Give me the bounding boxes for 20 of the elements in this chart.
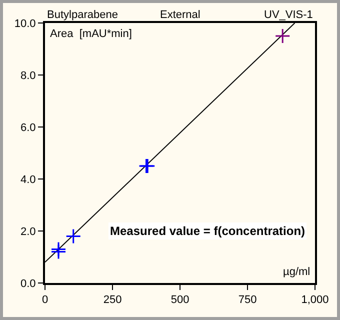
text: UV_VIS-1 [264, 9, 313, 21]
point [50, 241, 66, 257]
y-tick-label: 4.0 [20, 174, 36, 186]
point [274, 28, 290, 44]
x-tick-label: 750 [238, 294, 257, 306]
x-tick-label: 250 [103, 294, 122, 306]
y-tick-label: 2.0 [20, 226, 36, 238]
x-tick-label: 1,000 [301, 294, 329, 306]
chart-subtitle: External [160, 9, 200, 21]
y-tick-label: 8.0 [20, 70, 36, 82]
y-axis-title: Area [mAU*min] [50, 28, 132, 40]
y-tick-label: 0.0 [20, 278, 36, 290]
y-tick-label: 6.0 [20, 122, 36, 134]
x-tick-label: 500 [170, 294, 190, 306]
chart-title: Butylparabene [47, 9, 118, 21]
annotation: Measured value = f(concentration) [110, 224, 306, 238]
y-tick-label: 10.0 [14, 18, 36, 30]
x-axis-title: µg/ml [283, 266, 310, 278]
point [66, 228, 82, 244]
x-tick-label: 0 [42, 294, 48, 306]
